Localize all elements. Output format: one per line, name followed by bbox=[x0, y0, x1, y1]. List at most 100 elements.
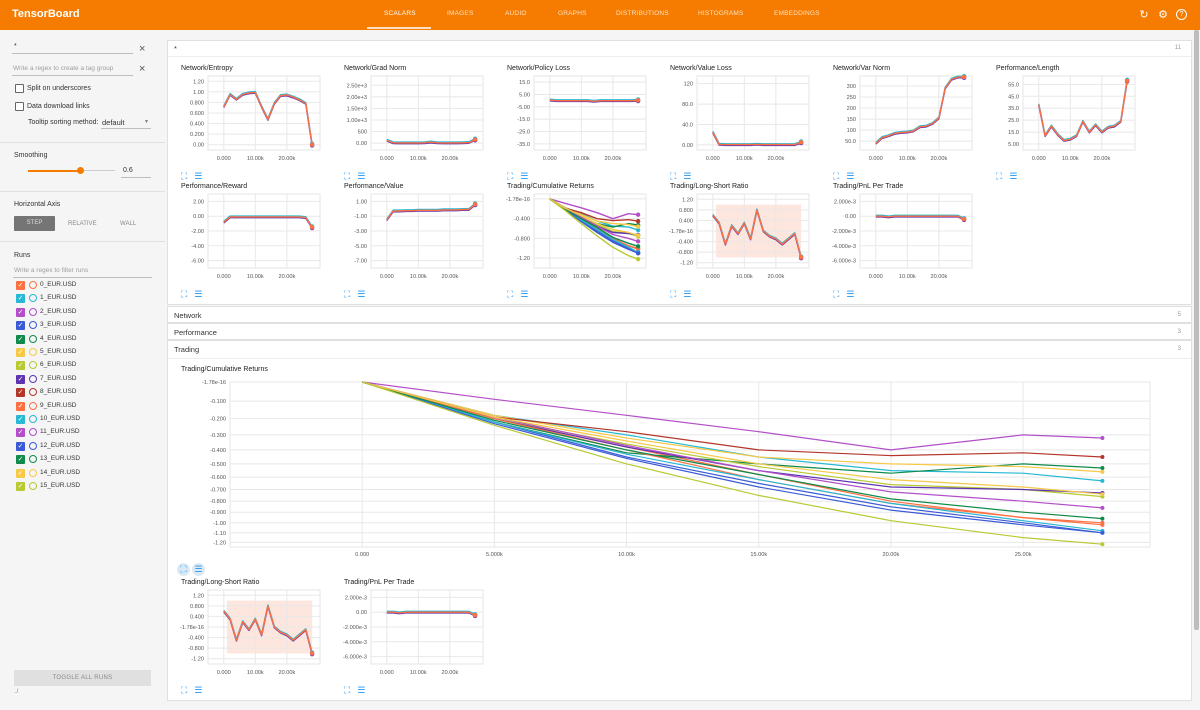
expand-icon[interactable]: ⛶ bbox=[181, 289, 188, 299]
run-checkbox[interactable]: ✓ bbox=[16, 361, 25, 371]
toggle-log-scale-icon[interactable]: ☰ bbox=[194, 171, 203, 181]
expand-icon[interactable]: ⛶ bbox=[344, 685, 351, 695]
toggle-log-scale-icon[interactable]: ☰ bbox=[846, 289, 855, 299]
toggle-log-scale-icon[interactable]: ☰ bbox=[683, 289, 692, 299]
run-checkbox[interactable]: ✓ bbox=[16, 468, 25, 478]
plot-area[interactable] bbox=[1022, 75, 1136, 151]
expand-icon[interactable]: ⛶ bbox=[344, 289, 351, 299]
run-item[interactable]: ✓ 14_EUR.USD bbox=[16, 468, 156, 480]
expand-icon[interactable]: ⛶ bbox=[177, 563, 190, 576]
run-checkbox[interactable]: ✓ bbox=[16, 441, 25, 451]
run-checkbox[interactable]: ✓ bbox=[16, 294, 25, 304]
run-item[interactable]: ✓ 7_EUR.USD bbox=[16, 374, 156, 386]
run-item[interactable]: ✓ 0_EUR.USD bbox=[16, 280, 156, 292]
plot-area[interactable] bbox=[859, 75, 973, 151]
run-checkbox[interactable]: ✓ bbox=[16, 281, 25, 290]
settings-icon[interactable]: ⚙ bbox=[1158, 9, 1168, 21]
tag-group-input[interactable]: Write a regex to create a tag group bbox=[13, 65, 114, 72]
run-color-picker[interactable] bbox=[29, 482, 37, 490]
clear-tag-group-icon[interactable]: × bbox=[139, 63, 146, 75]
haxis-relative-button[interactable]: RELATIVE bbox=[68, 221, 97, 227]
help-icon[interactable]: ? bbox=[1176, 9, 1187, 20]
run-checkbox[interactable]: ✓ bbox=[16, 307, 25, 317]
pane-network[interactable]: Network 5 bbox=[167, 306, 1192, 323]
run-item[interactable]: ✓ 4_EUR.USD bbox=[16, 334, 156, 346]
smoothing-slider-thumb[interactable] bbox=[76, 167, 84, 174]
run-item[interactable]: ✓ 6_EUR.USD bbox=[16, 360, 156, 372]
tab-graphs[interactable]: GRAPHS bbox=[558, 10, 587, 17]
pane-performance[interactable]: Performance 3 bbox=[167, 323, 1192, 340]
tab-distributions[interactable]: DISTRIBUTIONS bbox=[616, 10, 669, 17]
run-color-picker[interactable] bbox=[29, 415, 37, 423]
run-color-picker[interactable] bbox=[29, 388, 37, 397]
tab-embeddings[interactable]: EMBEDDINGS bbox=[774, 10, 820, 17]
toggle-log-scale-icon[interactable]: ☰ bbox=[357, 171, 366, 181]
run-checkbox[interactable]: ✓ bbox=[16, 415, 25, 424]
run-color-picker[interactable] bbox=[29, 374, 37, 383]
plot-area[interactable] bbox=[696, 75, 810, 151]
expand-icon[interactable]: ⛶ bbox=[181, 685, 188, 695]
run-checkbox[interactable]: ✓ bbox=[16, 482, 25, 491]
expand-icon[interactable]: ⛶ bbox=[670, 289, 677, 299]
toggle-log-scale-icon[interactable]: ☰ bbox=[192, 563, 205, 576]
run-item[interactable]: ✓ 3_EUR.USD bbox=[16, 320, 156, 332]
run-color-picker[interactable] bbox=[29, 468, 37, 477]
scrollbar[interactable] bbox=[1194, 30, 1199, 630]
split-underscores-checkbox[interactable] bbox=[15, 84, 24, 93]
toggle-log-scale-icon[interactable]: ☰ bbox=[1009, 171, 1018, 181]
tab-scalars[interactable]: SCALARS bbox=[384, 10, 416, 17]
run-color-picker[interactable] bbox=[29, 348, 37, 356]
run-checkbox[interactable]: ✓ bbox=[16, 348, 25, 357]
data-download-checkbox[interactable] bbox=[15, 102, 24, 111]
expand-icon[interactable]: ⛶ bbox=[507, 289, 514, 299]
expand-icon[interactable]: ⛶ bbox=[996, 171, 1003, 181]
run-checkbox[interactable]: ✓ bbox=[16, 401, 25, 411]
run-color-picker[interactable] bbox=[29, 321, 37, 330]
toggle-all-runs-button[interactable]: TOGGLE ALL RUNS bbox=[14, 670, 151, 686]
pane-title[interactable]: Trading bbox=[174, 345, 200, 354]
haxis-wall-button[interactable]: WALL bbox=[120, 221, 137, 227]
expand-icon[interactable]: ⛶ bbox=[833, 171, 840, 181]
run-item[interactable]: ✓ 8_EUR.USD bbox=[16, 387, 156, 399]
toggle-log-scale-icon[interactable]: ☰ bbox=[357, 289, 366, 299]
expand-icon[interactable]: ⛶ bbox=[344, 171, 351, 181]
run-item[interactable]: ✓ 12_EUR.USD bbox=[16, 441, 156, 453]
run-item[interactable]: ✓ 9_EUR.USD bbox=[16, 401, 156, 413]
run-checkbox[interactable]: ✓ bbox=[16, 374, 25, 384]
run-item[interactable]: ✓ 13_EUR.USD bbox=[16, 454, 156, 466]
smoothing-slider[interactable] bbox=[28, 167, 115, 174]
smoothing-value-input[interactable]: 0.6 bbox=[123, 167, 133, 174]
run-color-picker[interactable] bbox=[29, 361, 37, 370]
tag-filter-input[interactable]: * bbox=[14, 43, 17, 50]
toggle-log-scale-icon[interactable]: ☰ bbox=[846, 171, 855, 181]
run-color-picker[interactable] bbox=[29, 428, 37, 437]
toggle-log-scale-icon[interactable]: ☰ bbox=[194, 289, 203, 299]
run-item[interactable]: ✓ 2_EUR.USD bbox=[16, 307, 156, 319]
run-item[interactable]: ✓ 10_EUR.USD bbox=[16, 414, 156, 426]
run-color-picker[interactable] bbox=[29, 455, 37, 464]
plot-area[interactable] bbox=[533, 75, 647, 151]
run-color-picker[interactable] bbox=[29, 307, 37, 316]
plot-area[interactable] bbox=[370, 75, 484, 151]
toggle-log-scale-icon[interactable]: ☰ bbox=[520, 171, 529, 181]
toggle-log-scale-icon[interactable]: ☰ bbox=[520, 289, 529, 299]
expand-icon[interactable]: ⛶ bbox=[833, 289, 840, 299]
clear-tag-filter-icon[interactable]: × bbox=[139, 43, 146, 55]
toggle-log-scale-icon[interactable]: ☰ bbox=[683, 171, 692, 181]
run-item[interactable]: ✓ 11_EUR.USD bbox=[16, 427, 156, 439]
expand-icon[interactable]: ⛶ bbox=[507, 171, 514, 181]
refresh-icon[interactable]: ↻ bbox=[1139, 9, 1149, 21]
runs-filter-input[interactable]: Write a regex to filter runs bbox=[14, 267, 89, 274]
run-checkbox[interactable]: ✓ bbox=[16, 334, 25, 344]
run-checkbox[interactable]: ✓ bbox=[16, 321, 25, 331]
run-color-picker[interactable] bbox=[29, 281, 37, 289]
run-item[interactable]: ✓ 5_EUR.USD bbox=[16, 347, 156, 359]
tab-histograms[interactable]: HISTOGRAMS bbox=[698, 10, 744, 17]
run-color-picker[interactable] bbox=[29, 334, 37, 343]
run-item[interactable]: ✓ 1_EUR.USD bbox=[16, 293, 156, 305]
run-checkbox[interactable]: ✓ bbox=[16, 388, 25, 398]
toggle-log-scale-icon[interactable]: ☰ bbox=[194, 685, 203, 695]
tooltip-sorting-select[interactable]: default ▼ bbox=[101, 116, 151, 129]
run-checkbox[interactable]: ✓ bbox=[16, 428, 25, 438]
tab-audio[interactable]: AUDIO bbox=[505, 10, 527, 17]
